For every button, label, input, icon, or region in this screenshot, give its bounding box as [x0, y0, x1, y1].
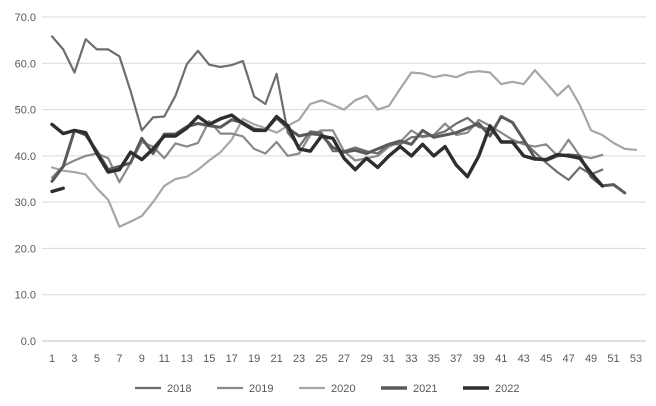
x-tick-label: 53 — [630, 353, 642, 365]
x-tick-label: 17 — [226, 353, 238, 365]
x-tick-label: 45 — [540, 353, 552, 365]
x-tick-label: 3 — [71, 353, 77, 365]
legend-label: 2018 — [167, 383, 191, 395]
x-tick-label: 29 — [360, 353, 372, 365]
x-tick-label: 19 — [248, 353, 260, 365]
x-tick-label: 13 — [181, 353, 193, 365]
x-tick-label: 5 — [94, 353, 100, 365]
legend-label: 2021 — [413, 383, 437, 395]
y-tick-label: 30.0 — [15, 197, 36, 209]
series-line-unlabeled — [50, 113, 604, 188]
x-tick-label: 21 — [270, 353, 282, 365]
y-tick-label: 0.0 — [21, 336, 36, 348]
x-tick-label: 49 — [585, 353, 597, 365]
x-tick-label: 7 — [116, 353, 122, 365]
x-tick-label: 51 — [607, 353, 619, 365]
x-tick-label: 47 — [562, 353, 574, 365]
x-tick-label: 1 — [49, 353, 55, 365]
y-tick-label: 70.0 — [15, 12, 36, 24]
legend-label: 2020 — [331, 383, 355, 395]
x-tick-label: 37 — [450, 353, 462, 365]
x-tick-label: 11 — [159, 353, 170, 365]
y-tick-label: 20.0 — [15, 243, 36, 255]
x-tick-label: 31 — [383, 353, 395, 365]
x-tick-label: 15 — [203, 353, 215, 365]
x-tick-label: 39 — [473, 353, 485, 365]
x-tick-label: 41 — [495, 353, 507, 365]
series-line-2018 — [50, 35, 604, 181]
x-tick-label: 23 — [293, 353, 305, 365]
x-tick-label: 25 — [315, 353, 327, 365]
y-tick-label: 60.0 — [15, 58, 36, 70]
x-tick-label: 33 — [405, 353, 417, 365]
y-tick-label: 10.0 — [15, 290, 36, 302]
y-tick-label: 50.0 — [15, 105, 36, 117]
series-line-2022 — [50, 186, 65, 194]
legend-label: 2022 — [495, 383, 519, 395]
x-tick-label: 35 — [428, 353, 440, 365]
x-tick-label: 9 — [139, 353, 145, 365]
legend-label: 2019 — [249, 383, 273, 395]
x-tick-label: 43 — [518, 353, 530, 365]
y-tick-label: 40.0 — [15, 151, 36, 163]
x-tick-label: 27 — [338, 353, 350, 365]
series-line-2020 — [50, 69, 638, 228]
